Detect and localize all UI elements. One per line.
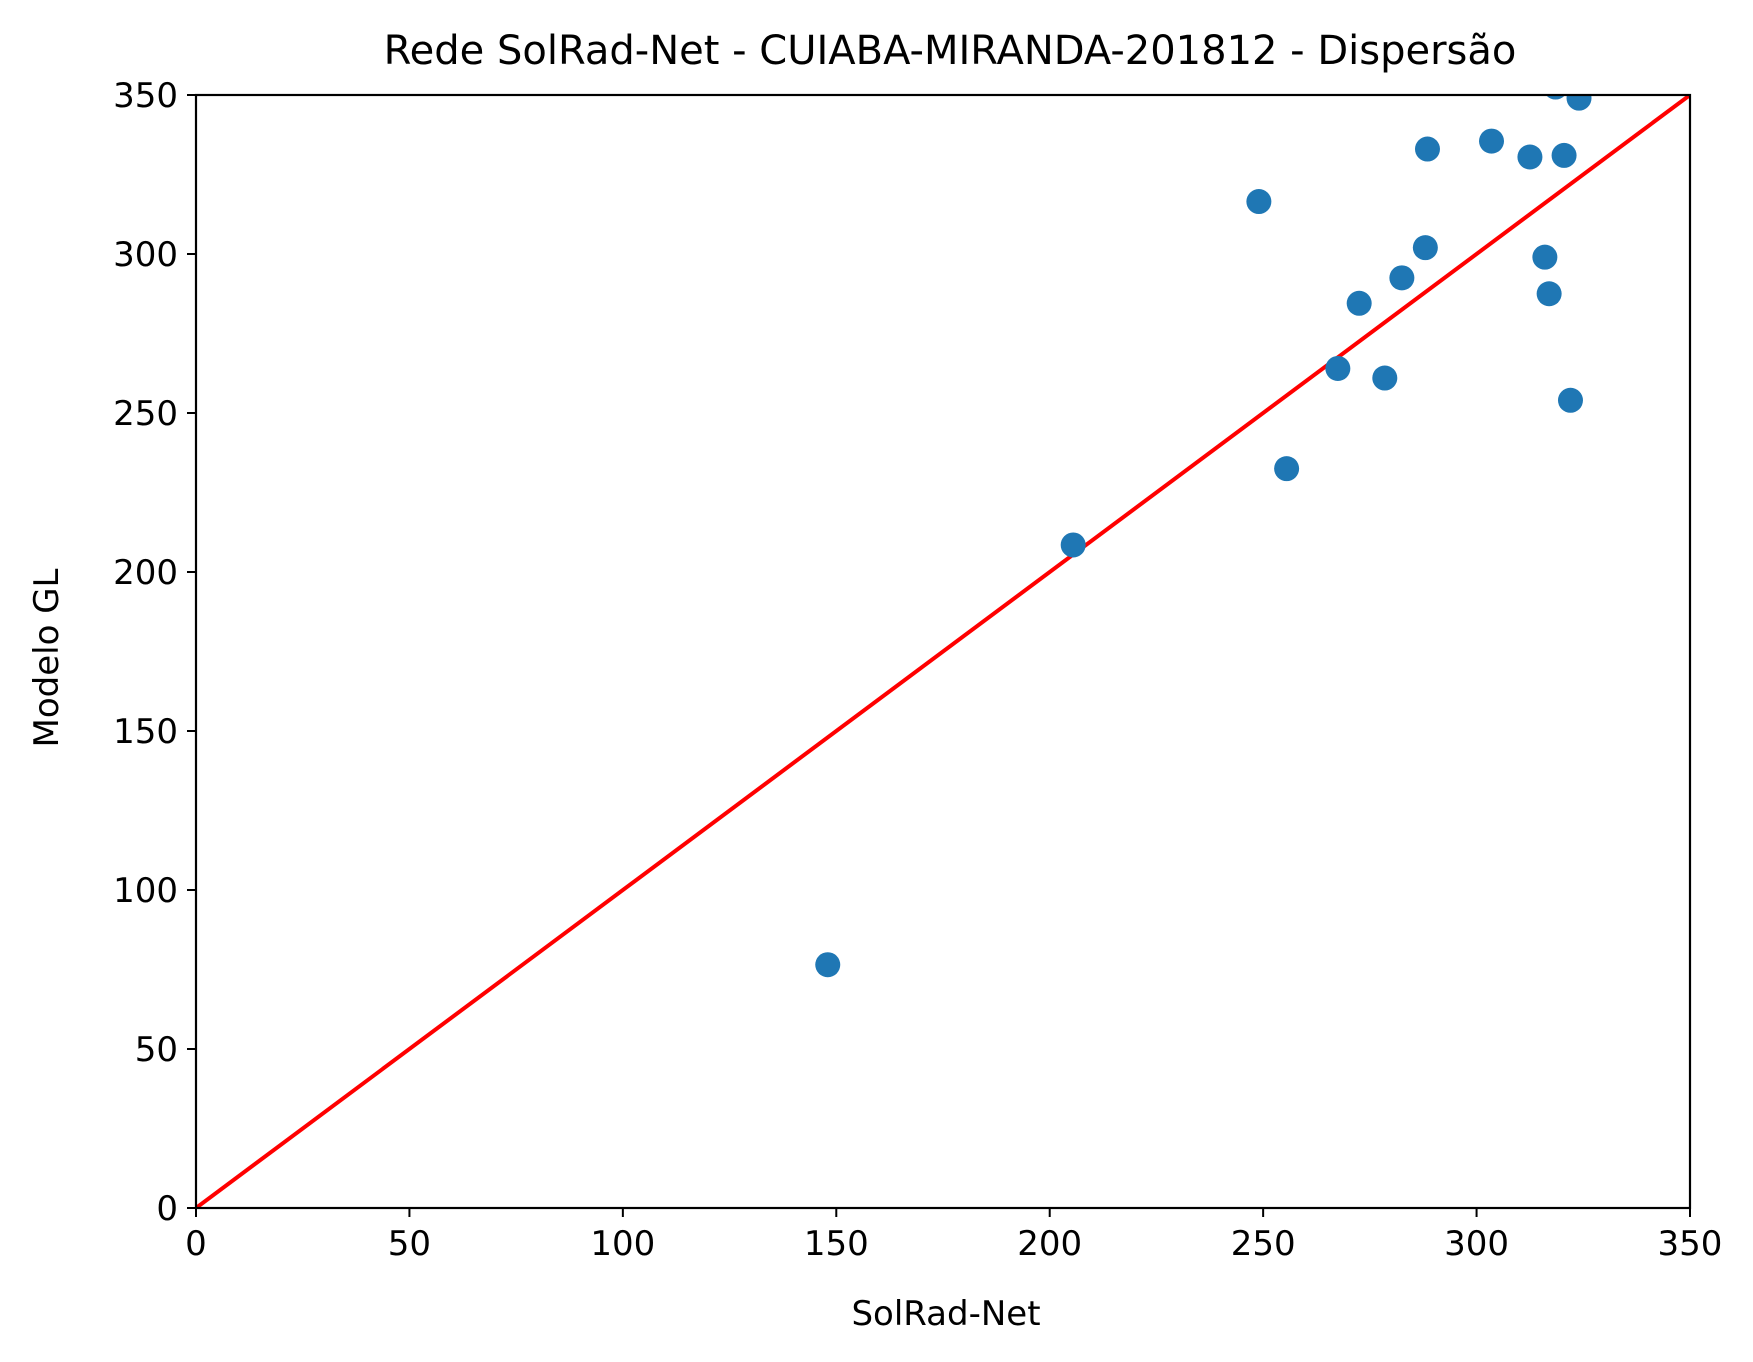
x-tick-label: 300 (1444, 1224, 1509, 1264)
scatter-point (1557, 387, 1583, 413)
scatter-point (1372, 365, 1398, 391)
plot-area-border (194, 93, 1692, 1210)
x-tick-label: 100 (590, 1224, 655, 1264)
scatter-point (1479, 128, 1505, 154)
y-tick-label: 250 (113, 394, 178, 434)
y-tick-label: 150 (113, 712, 178, 752)
scatter-point (1551, 142, 1577, 168)
y-tick-label: 300 (113, 235, 178, 275)
scatter-point (1536, 281, 1562, 307)
identity-reference-line (196, 95, 1690, 1208)
scatter-point (1346, 290, 1372, 316)
y-tick-label: 350 (113, 76, 178, 116)
axis-ticks: 0 50 100 150 200 250 300 350 0 50 100 150 200 250 300 3… (113, 76, 1722, 1264)
y-tick-label: 0 (156, 1189, 178, 1229)
scatter-point (815, 952, 841, 978)
y-tick-label: 200 (113, 553, 178, 593)
scatter-point (1414, 136, 1440, 162)
reference-line-layer (196, 95, 1690, 1208)
scatter-point (1532, 244, 1558, 270)
x-tick-label: 200 (1017, 1224, 1082, 1264)
x-tick-label: 350 (1658, 1224, 1723, 1264)
scatter-point (1545, 95, 1566, 100)
scatter-points-layer (815, 95, 1592, 978)
x-tick-label: 0 (185, 1224, 207, 1264)
scatter-point (1325, 355, 1351, 381)
y-tick-label: 50 (135, 1030, 178, 1070)
scatter-point (1389, 265, 1415, 291)
x-tick-label: 150 (804, 1224, 869, 1264)
scatter-point (1517, 144, 1543, 170)
x-tick-label: 250 (1231, 1224, 1296, 1264)
plot-frame (194, 93, 1692, 1210)
x-tick-label: 50 (388, 1224, 431, 1264)
y-tick-label: 100 (113, 871, 178, 911)
scatter-point (1246, 189, 1272, 215)
scatter-point (1274, 456, 1300, 482)
scatter-point (1060, 532, 1086, 558)
x-axis-label: SolRad-Net (851, 1294, 1040, 1334)
y-axis-label: Modelo GL (27, 568, 67, 747)
scatter-point (1412, 235, 1438, 261)
chart-title: Rede SolRad-Net - CUIABA-MIRANDA-201812 … (384, 28, 1517, 74)
scatter-point (1566, 95, 1592, 111)
